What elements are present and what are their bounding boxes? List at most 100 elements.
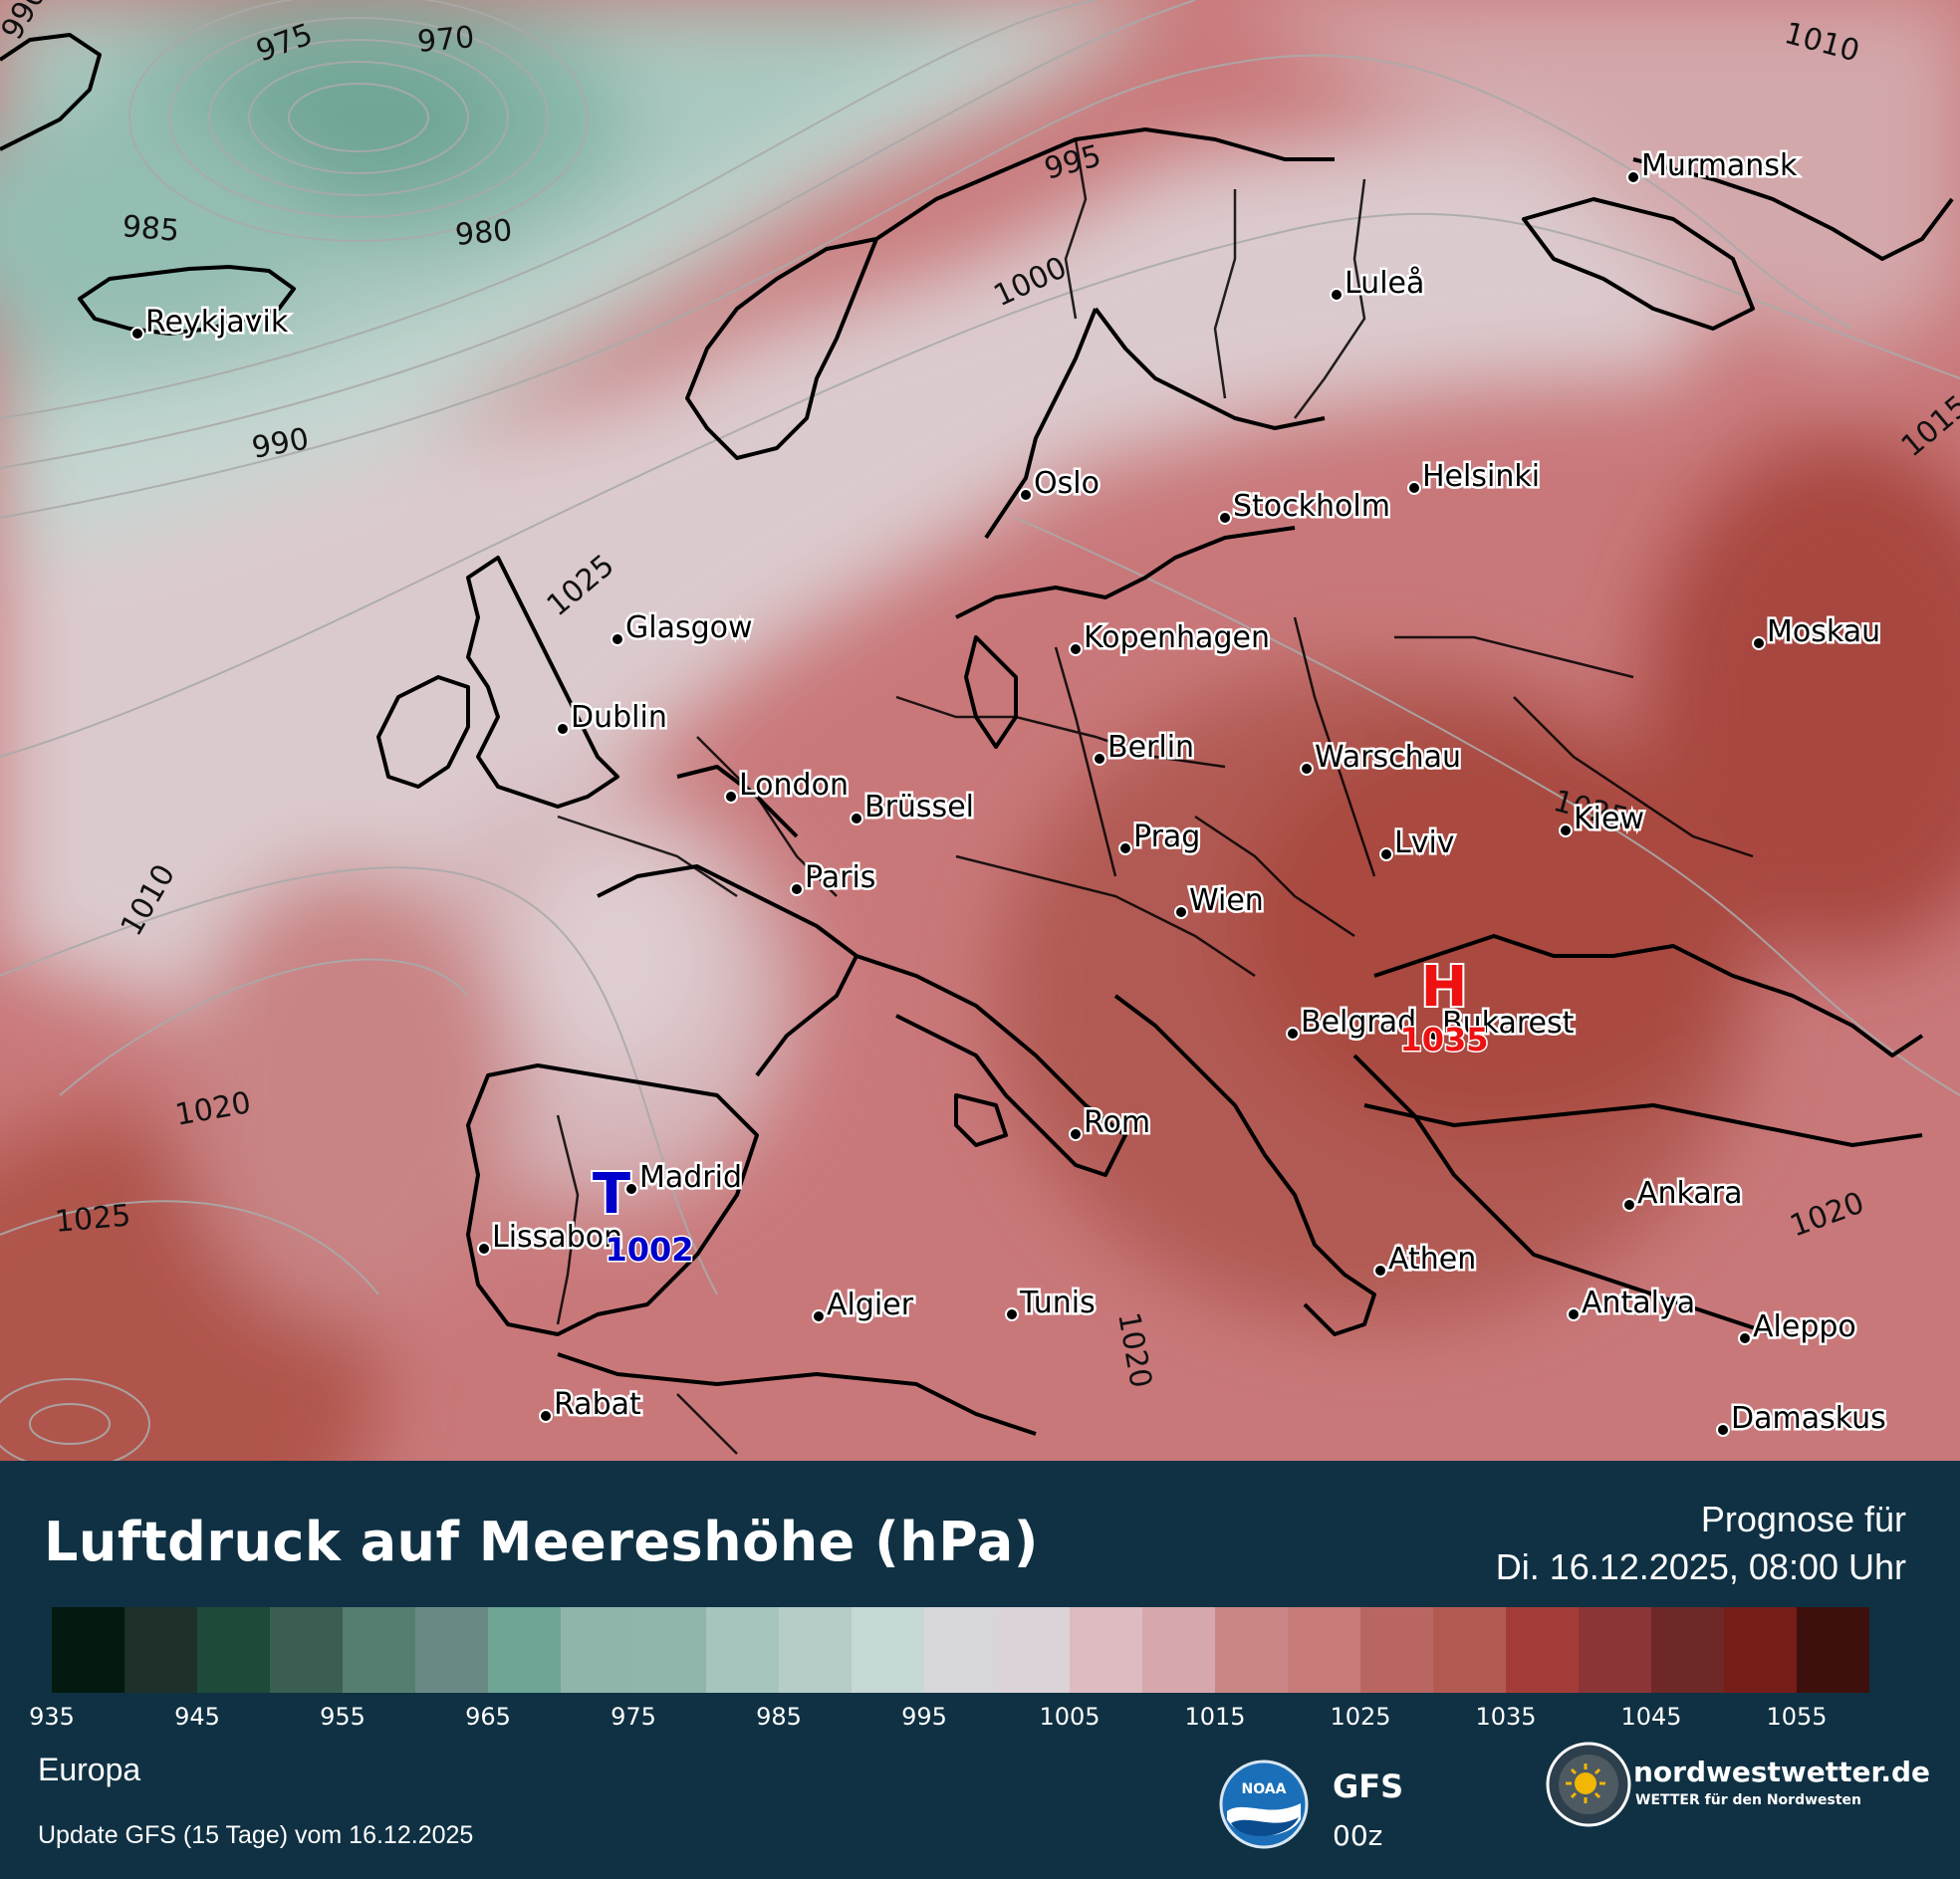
city-oslo: Oslo	[1019, 464, 1102, 504]
city-kopenhagen: Kopenhagen	[1069, 618, 1272, 658]
color-scale-tick-label: 985	[756, 1703, 802, 1731]
city-label: Rabat	[554, 1387, 641, 1422]
city-ankara: Ankara	[1622, 1174, 1745, 1214]
city-label: Antalya	[1582, 1286, 1695, 1320]
city-kiew: Kiew	[1559, 800, 1647, 839]
city-rom: Rom	[1069, 1103, 1153, 1143]
city-london: London	[724, 766, 851, 806]
color-scale-step	[924, 1607, 997, 1693]
model-name: GFS	[1333, 1767, 1404, 1805]
city-marker-icon	[1093, 752, 1106, 766]
city-label: Berlin	[1107, 730, 1194, 765]
city-marker-icon	[1005, 1307, 1019, 1321]
city-label: Dublin	[571, 700, 667, 735]
city-stockholm: Stockholm	[1218, 487, 1392, 527]
color-scale-tick-label: 1045	[1620, 1703, 1682, 1731]
city-berlin: Berlin	[1093, 728, 1197, 768]
city-label: Brüssel	[864, 790, 974, 824]
city-label: Kopenhagen	[1084, 620, 1270, 655]
city-label: Moskau	[1767, 614, 1880, 649]
city-marker-icon	[1622, 1198, 1636, 1212]
color-scale-step	[197, 1607, 270, 1693]
city-label: Aleppo	[1753, 1309, 1856, 1344]
city-marker-icon	[1069, 1127, 1083, 1141]
city-marker-icon	[1626, 170, 1640, 184]
city-marker-icon	[1567, 1307, 1581, 1321]
color-scale-step	[1142, 1607, 1215, 1693]
city-marker-icon	[1300, 762, 1314, 776]
brand-name: nordwestwetter.de	[1633, 1756, 1931, 1788]
city-label: Tunis	[1019, 1286, 1096, 1320]
city-paris: Paris	[790, 858, 878, 898]
color-scale-step	[633, 1607, 706, 1693]
city-label: Oslo	[1034, 466, 1100, 501]
city-damaskus: Damaskus	[1716, 1399, 1888, 1439]
city-marker-icon	[1752, 636, 1766, 650]
city-label: Lviv	[1394, 825, 1455, 860]
city-marker-icon	[724, 790, 738, 804]
isobars	[0, 0, 1960, 1461]
color-scale	[52, 1607, 1869, 1693]
color-scale-tick-label: 995	[901, 1703, 947, 1731]
city-label: Paris	[805, 860, 875, 895]
city-lviv: Lviv	[1379, 823, 1457, 863]
pressure-map: 9709759809859909909951000101010101015102…	[0, 0, 1960, 1461]
city-marker-icon	[1174, 905, 1188, 919]
city-marker-icon	[1559, 823, 1573, 837]
color-scale-tick-label: 955	[320, 1703, 366, 1731]
city-label: Murmansk	[1641, 148, 1798, 183]
city-lissabon: Lissabon	[477, 1218, 625, 1258]
color-scale-step	[852, 1607, 924, 1693]
color-scale-step	[1797, 1607, 1869, 1693]
city-brüssel: Brüssel	[850, 788, 976, 827]
color-scale-step	[1215, 1607, 1288, 1693]
city-label: Madrid	[639, 1160, 742, 1195]
color-scale-step	[1579, 1607, 1651, 1693]
city-marker-icon	[477, 1242, 491, 1256]
color-scale-tick-label: 1055	[1766, 1703, 1828, 1731]
city-athen: Athen	[1373, 1240, 1479, 1280]
city-marker-icon	[1427, 1028, 1441, 1042]
color-scale-ticks: 935 945 955 965 975 985 995 1005 1015 1025 1035 104…	[29, 1703, 1869, 1743]
brand-tagline: WETTER für den Nordwesten	[1635, 1792, 1862, 1808]
city-marker-icon	[1218, 511, 1232, 525]
city-marker-icon	[1407, 481, 1421, 495]
pressure-field	[0, 0, 1960, 1461]
city-glasgow: Glasgow	[611, 608, 755, 648]
city-dublin: Dublin	[556, 698, 669, 738]
pressure-center-symbol: H	[1421, 955, 1468, 1020]
color-scale-step	[561, 1607, 633, 1693]
city-marker-icon	[611, 632, 624, 646]
city-antalya: Antalya	[1567, 1284, 1698, 1323]
city-reykjavik: Reykjavik	[130, 303, 291, 343]
city-marker-icon	[1069, 642, 1083, 656]
city-label: Ankara	[1637, 1176, 1742, 1211]
city-belgrad: Belgrad	[1286, 1003, 1419, 1043]
city-marker-icon	[1738, 1331, 1752, 1345]
city-label: Reykjavik	[145, 305, 289, 340]
color-scale-tick-label: 975	[611, 1703, 656, 1731]
city-label: Rom	[1084, 1105, 1150, 1140]
city-label: Lissabon	[492, 1220, 622, 1255]
color-scale-step	[124, 1607, 197, 1693]
color-scale-step	[52, 1607, 124, 1693]
color-scale-step	[779, 1607, 852, 1693]
city-murmansk: Murmansk	[1626, 146, 1800, 186]
borders	[556, 138, 1754, 1455]
isobar-label: 985	[121, 209, 180, 249]
legend-panel: Luftdruck auf Meereshöhe (hPa) Prognose …	[0, 1461, 1960, 1879]
color-scale-step	[1724, 1607, 1797, 1693]
city-label: Prag	[1133, 820, 1200, 854]
color-scale-step	[343, 1607, 415, 1693]
color-scale-tick-label: 1025	[1330, 1703, 1391, 1731]
city-marker-icon	[539, 1409, 553, 1423]
city-marker-icon	[790, 882, 804, 896]
color-scale-step	[1288, 1607, 1360, 1693]
color-scale-step	[1506, 1607, 1579, 1693]
coastlines	[0, 33, 1954, 1436]
isobar-label: 1025	[54, 1198, 132, 1240]
city-rabat: Rabat	[539, 1385, 643, 1425]
city-moskau: Moskau	[1752, 612, 1883, 652]
city-label: Luleå	[1345, 266, 1424, 301]
city-marker-icon	[850, 812, 863, 825]
